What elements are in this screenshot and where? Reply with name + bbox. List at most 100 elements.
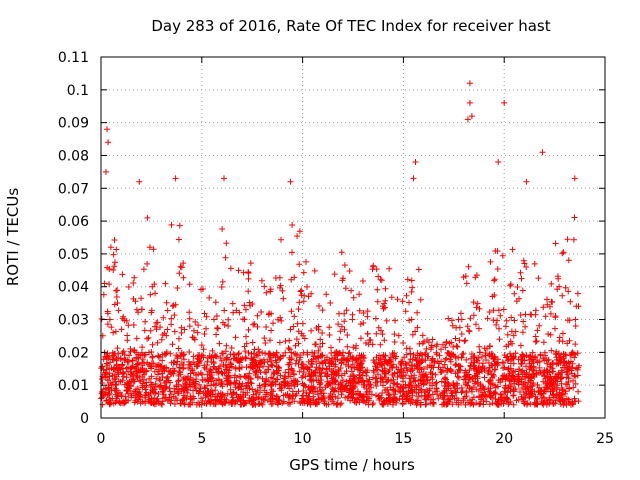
data-point [430,399,437,406]
data-point [305,384,312,391]
data-point [408,277,415,284]
data-point [362,340,369,346]
data-point [133,349,140,356]
data-point [265,351,272,358]
data-point [379,303,386,310]
data-point [548,280,555,287]
data-point [163,364,170,371]
data-point [357,365,364,372]
data-point [354,366,361,373]
data-point [499,372,506,379]
data-point [263,324,270,330]
data-point [495,396,502,403]
data-point [512,328,519,335]
data-point [520,318,527,325]
data-point [178,353,184,359]
data-point [490,307,497,314]
data-point [131,274,138,281]
data-point [484,315,491,322]
data-point [295,306,302,313]
y-tick-label: 0.02 [58,345,89,361]
data-point [458,331,465,337]
y-tick-label: 0.11 [58,50,89,66]
data-point [341,326,348,333]
data-point [180,376,187,383]
data-point [319,340,326,347]
data-point [107,359,114,366]
data-point [566,363,573,370]
data-point [454,385,461,392]
data-point [552,240,559,247]
data-point [100,291,107,298]
data-point [368,391,375,398]
data-point [341,370,348,377]
data-point [127,382,134,389]
data-point [307,376,314,383]
data-point [518,275,525,282]
data-point [464,382,471,389]
data-point [111,387,118,393]
data-point [559,338,566,345]
data-point [250,357,257,364]
data-point [486,401,493,408]
data-point [486,388,493,395]
data-point [296,228,303,235]
data-point [150,360,157,367]
data-point [261,369,268,375]
data-point [395,332,402,339]
data-point [572,323,579,329]
data-point [278,387,285,394]
data-point [312,399,319,405]
data-point [125,322,132,329]
data-point [327,300,334,306]
data-point [459,351,466,358]
data-point [515,380,522,386]
data-point [348,364,355,371]
data-point [199,371,206,378]
data-point [247,260,254,267]
data-point [338,323,345,330]
data-point [273,367,280,374]
data-point [114,300,121,306]
data-point [349,316,356,323]
data-point [553,354,560,361]
data-point [351,365,358,371]
data-point [469,388,475,395]
x-tick-label: 10 [294,431,312,447]
data-point [263,377,270,384]
data-point [221,321,228,328]
data-point [452,335,459,342]
data-point [110,356,117,363]
data-point [195,322,202,329]
data-point-peak [221,175,227,182]
data-point [503,343,510,350]
data-point-peak [103,168,109,175]
data-point [308,360,315,367]
data-point [477,349,484,356]
data-point [287,326,294,333]
data-point [379,368,386,375]
data-point [331,271,338,278]
data-point [161,330,168,337]
data-point [146,244,153,251]
data-point [308,383,315,390]
data-point [135,386,141,393]
data-point [316,370,323,377]
data-point [111,237,118,243]
data-point [517,389,523,395]
data-point [345,393,352,400]
data-point [349,391,356,398]
data-point [489,353,496,359]
data-point [142,392,149,399]
data-point [300,298,307,305]
data-point [168,391,174,398]
data-point [331,354,338,361]
data-point [518,393,525,400]
data-point [392,317,398,324]
data-point [331,370,338,377]
data-point [517,269,524,276]
data-point [544,399,551,406]
data-point [559,330,566,337]
data-point [433,351,440,358]
data-point [263,369,270,376]
